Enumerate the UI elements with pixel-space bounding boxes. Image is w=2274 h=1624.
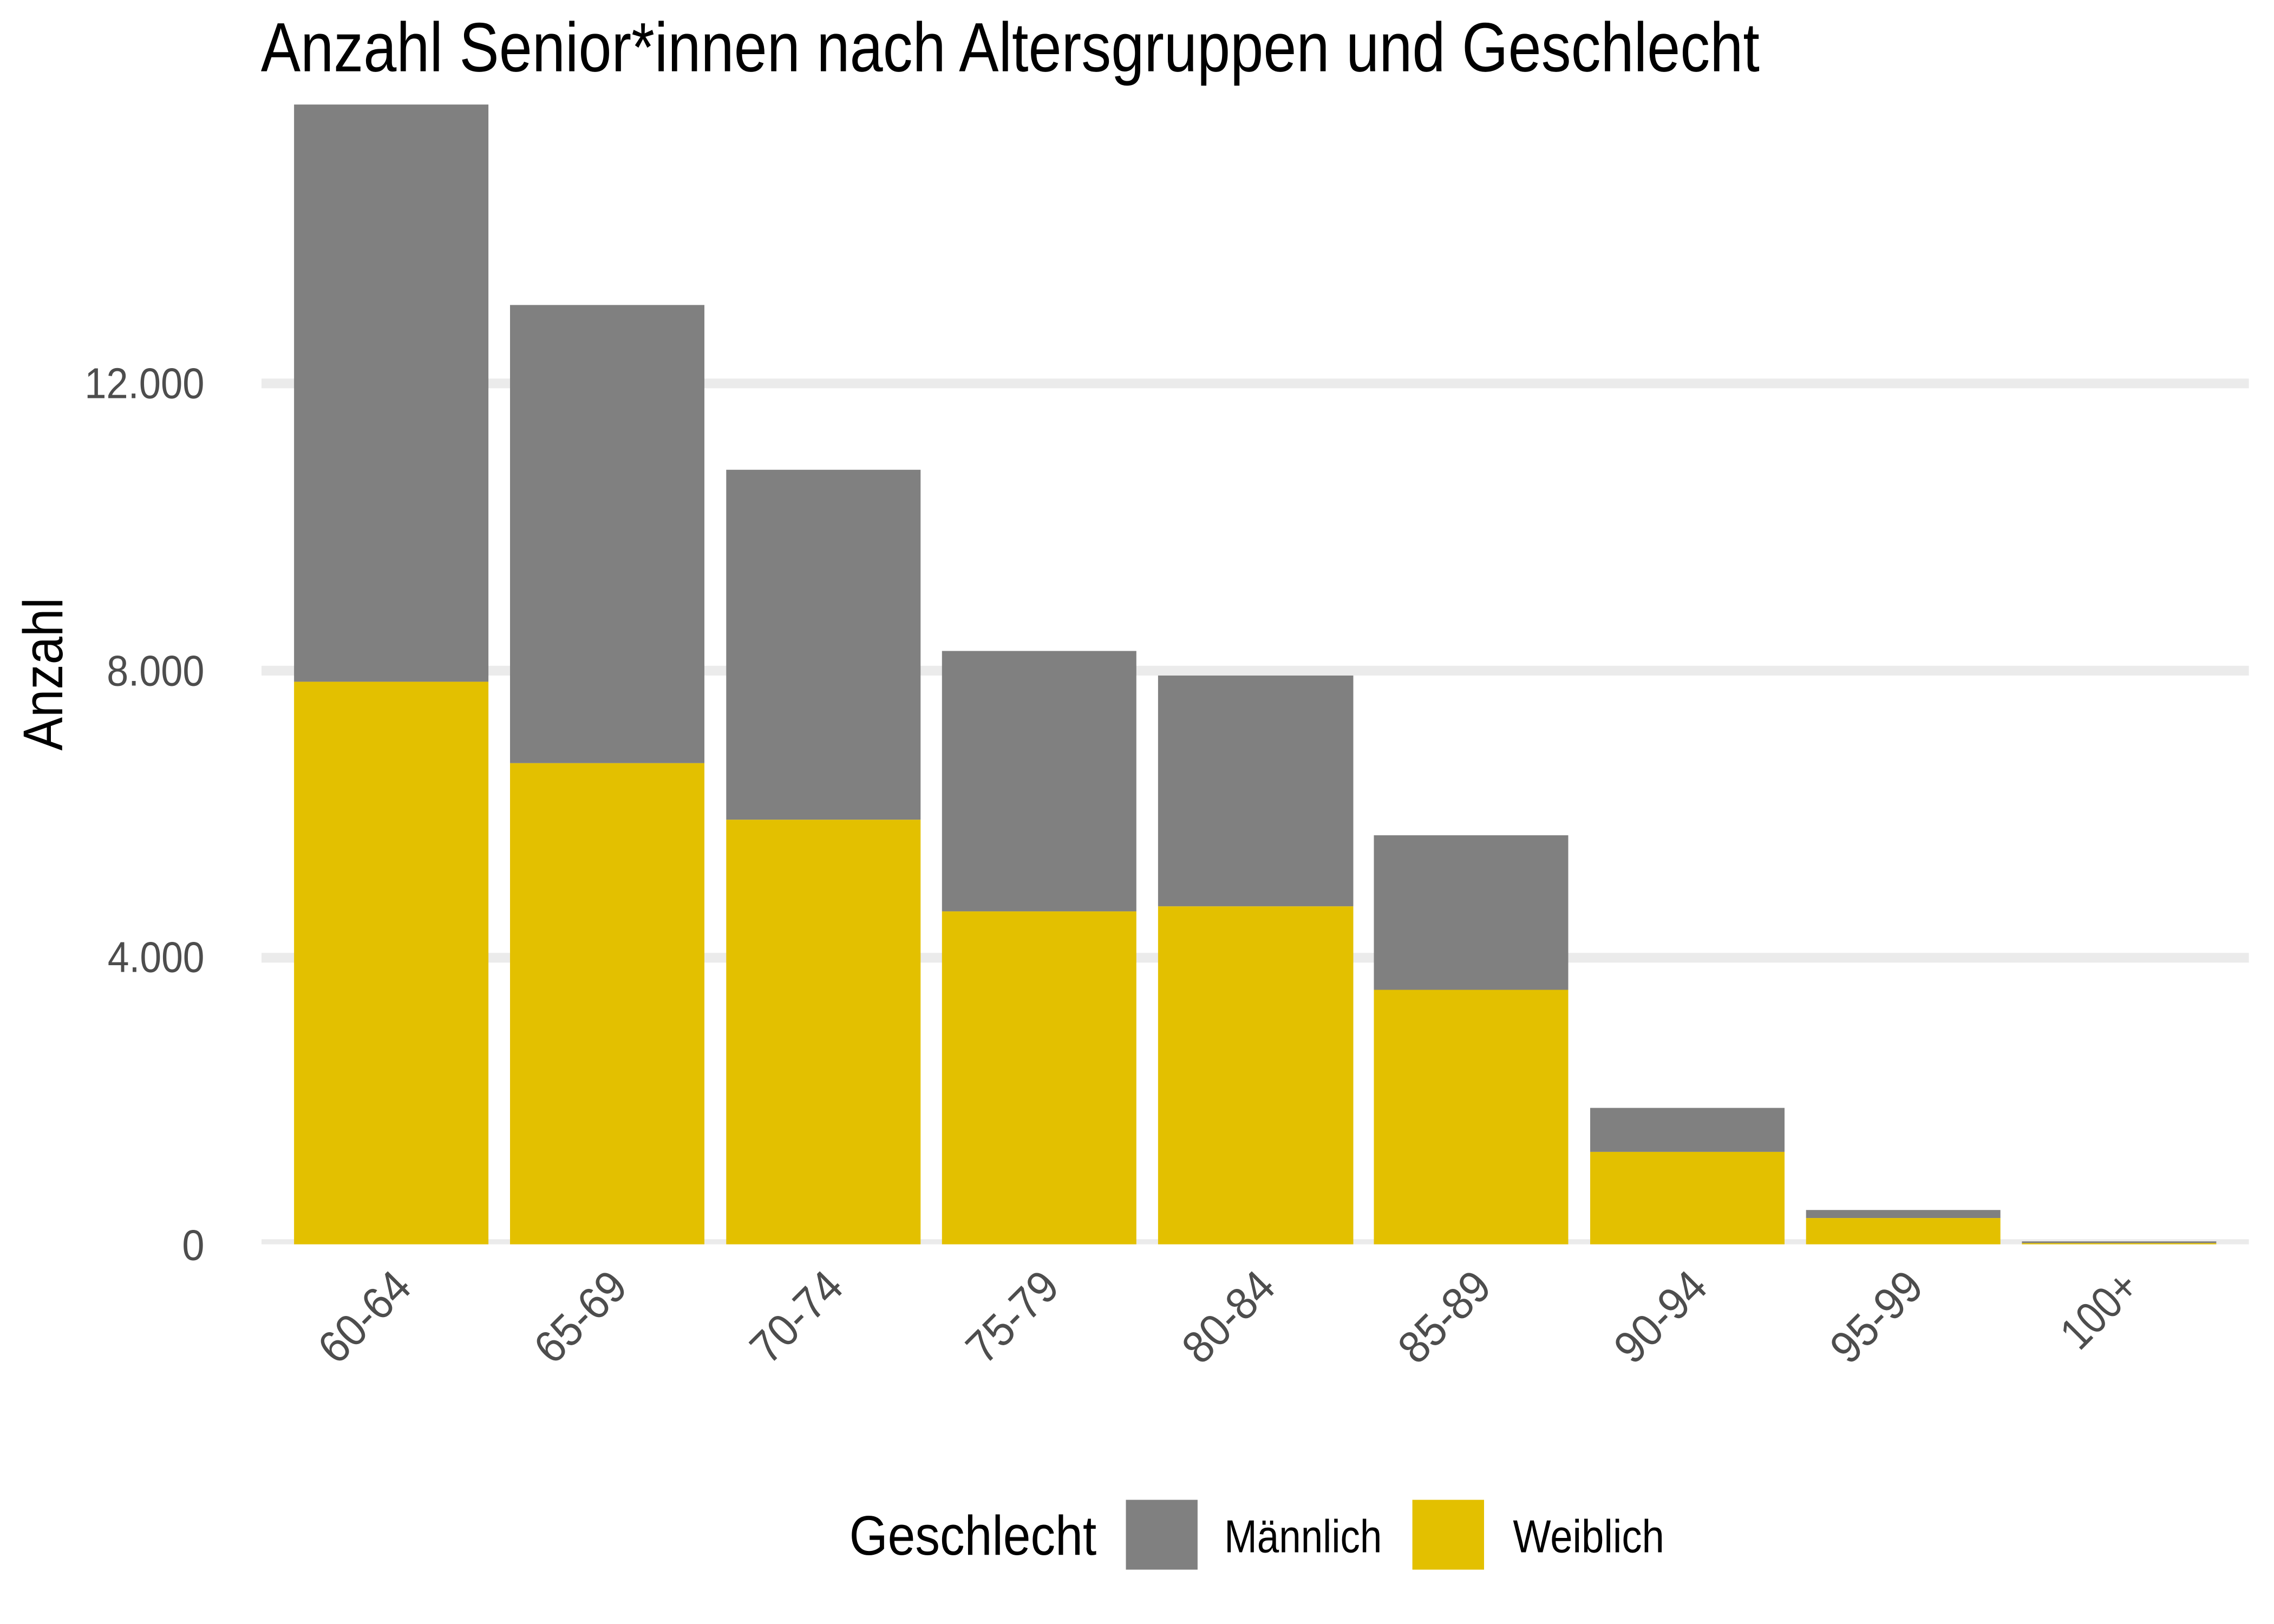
svg-text:4.000: 4.000: [108, 933, 205, 981]
svg-text:Weiblich: Weiblich: [1513, 1511, 1664, 1563]
svg-text:Geschlecht: Geschlecht: [850, 1504, 1097, 1567]
svg-text:Männlich: Männlich: [1224, 1511, 1382, 1563]
svg-text:Anzahl: Anzahl: [12, 598, 74, 750]
svg-text:Anzahl Senior*innen nach Alter: Anzahl Senior*innen nach Altersgruppen u…: [261, 9, 1760, 87]
svg-text:0: 0: [182, 1221, 204, 1269]
svg-text:12.000: 12.000: [84, 359, 204, 408]
svg-text:8.000: 8.000: [107, 646, 204, 695]
